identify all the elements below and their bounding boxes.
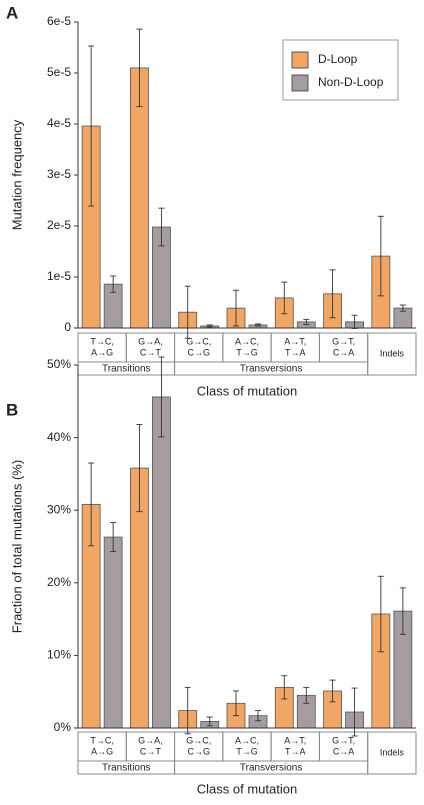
error-bar [351,314,358,329]
error-bar [303,686,310,704]
x-tick-label: C→T [140,746,161,756]
group-label: Transversions [240,763,302,774]
error-bar [329,679,336,703]
y-axis-title: Mutation frequency [9,119,24,230]
error-bar [233,690,239,717]
x-tick-label: G→A, [138,336,163,346]
x-tick-label: A→G [91,347,113,357]
error-bar [110,275,117,293]
error-bar [233,289,239,327]
x-tick-label: C→A [333,746,355,756]
bar [103,536,123,729]
y-axis-title: Fraction of total mutations (%) [9,460,24,633]
group-label: Transitions [102,763,151,774]
y-tick-label: 30% [47,502,71,516]
legend-label: Non-D-Loop [318,75,384,89]
x-tick-label: C→G [187,746,210,756]
y-tick-label: 4e-5 [47,116,71,130]
x-tick-label: G→T, [332,336,355,346]
x-axis-title: Class of mutation [197,383,297,398]
error-bar [110,522,117,553]
x-tick-label: G→C, [186,735,211,745]
y-tick-label: 20% [47,575,71,589]
error-bar [281,675,288,700]
x-tick-label: T→C, [90,336,114,346]
error-bar [206,324,213,328]
error-bar [184,285,191,339]
x-tick-label: T→G [236,746,258,756]
group-label: Transitions [102,364,151,375]
x-tick-label: T→G [236,347,258,357]
y-tick-label: 5e-5 [47,65,71,79]
error-bar [303,318,310,325]
x-tick-label: C→T [140,347,161,357]
error-bar [255,710,261,722]
error-bar [377,215,384,297]
error-bar [399,304,406,312]
legend-label: D-Loop [318,52,358,66]
y-tick-label: 50% [47,357,71,371]
x-tick-label: Indels [380,747,405,757]
x-tick-label: A→T, [284,735,306,745]
x-tick-label: G→A, [138,735,163,745]
error-bar [88,45,95,207]
y-tick-label: 10% [47,648,71,662]
error-bar [88,462,95,547]
error-bar [399,587,406,635]
error-bar [184,686,191,735]
y-tick-label: 0% [54,720,72,734]
x-tick-label: G→T, [332,735,355,745]
legend-swatch [291,74,309,92]
legend-swatch [291,51,309,69]
y-tick-label: 1e-5 [47,269,71,283]
x-tick-label: A→G [91,746,113,756]
error-bar [281,281,288,315]
y-tick-label: 6e-5 [47,14,71,28]
error-bar [206,716,213,727]
panel-label: A [6,3,18,22]
x-tick-label: A→C, [235,735,259,745]
error-bar [158,356,165,438]
error-bar [136,28,143,108]
x-tick-label: A→C, [235,336,259,346]
y-tick-label: 0 [64,320,71,334]
y-tick-label: 40% [47,430,71,444]
group-label: Transversions [240,364,302,375]
x-tick-label: A→T, [284,336,306,346]
y-tick-label: 3e-5 [47,167,71,181]
x-tick-label: Indels [380,348,405,358]
error-bar [377,575,384,653]
error-bar [329,269,336,319]
error-bar [136,424,143,513]
x-tick-label: C→G [187,347,210,357]
x-tick-label: T→A [285,347,306,357]
category-box [367,332,417,376]
x-tick-label: C→A [333,347,355,357]
error-bar [255,323,261,327]
bar [152,396,171,729]
panel-label: B [6,400,18,419]
error-bar [158,207,165,247]
x-tick-label: T→A [285,746,306,756]
x-tick-label: T→C, [90,735,114,745]
x-axis-title: Class of mutation [197,781,297,796]
category-box [367,731,417,775]
x-tick-label: G→C, [186,336,211,346]
y-tick-label: 2e-5 [47,218,71,232]
